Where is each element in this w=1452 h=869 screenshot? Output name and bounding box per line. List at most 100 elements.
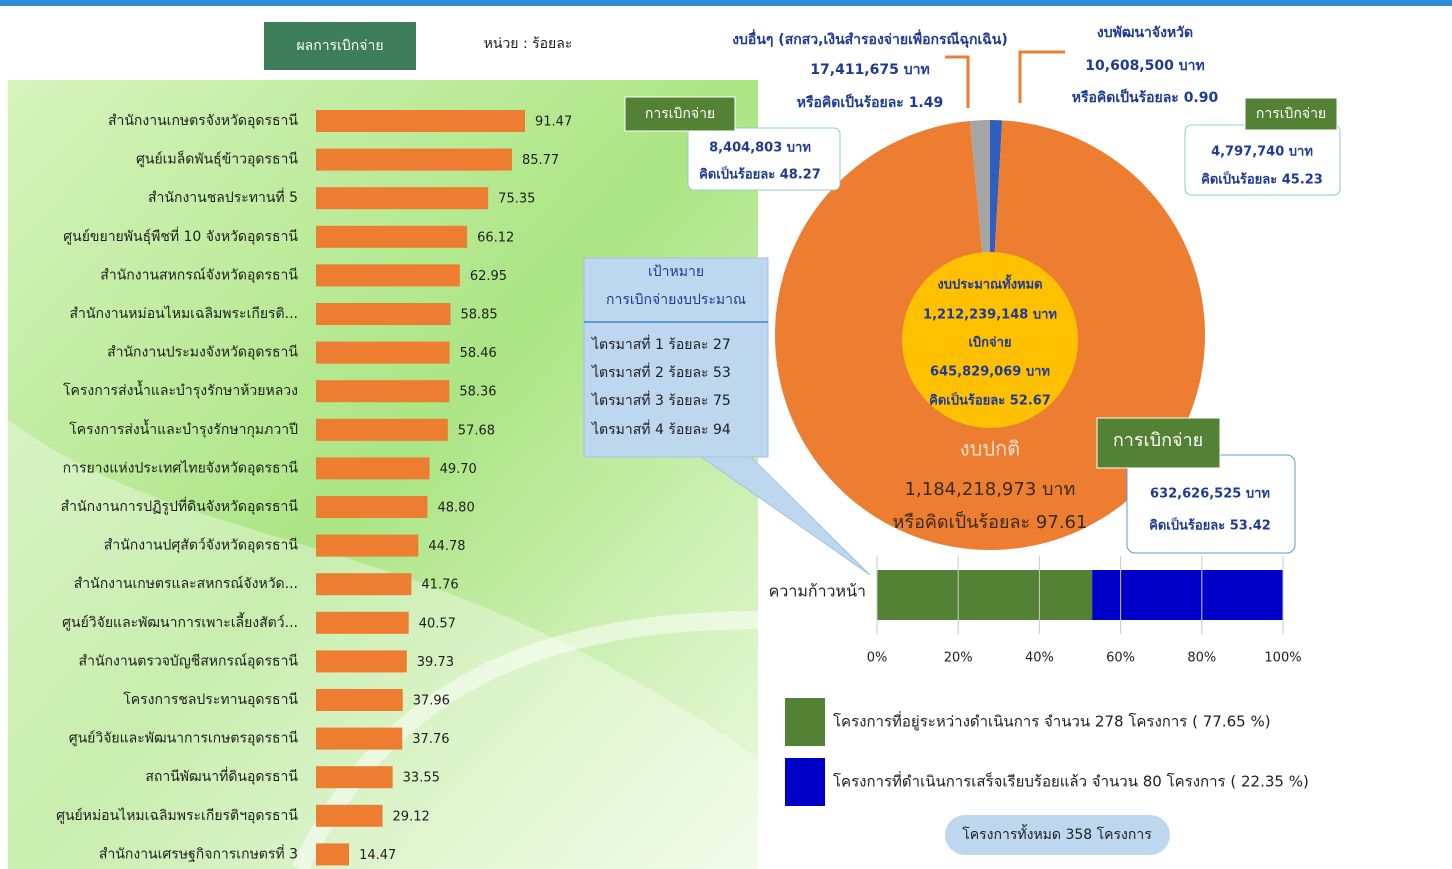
leader-line xyxy=(1020,52,1065,103)
bar xyxy=(316,303,450,325)
value-label: 41.76 xyxy=(421,578,458,593)
bar xyxy=(316,496,428,518)
value-label: 44.78 xyxy=(428,539,465,554)
category-label: การยางแห่งประเทศไทยจังหวัดอุดรธานี xyxy=(63,459,299,476)
category-label: สำนักงานชลประทานที่ 5 xyxy=(148,188,298,206)
legend-swatch xyxy=(785,758,825,806)
bar xyxy=(316,843,349,865)
total-disbursed-title: เบิกจ่าย xyxy=(968,336,1011,351)
bar xyxy=(316,419,448,441)
category-label: สำนักงานเกษตรจังหวัดอุดรธานี xyxy=(108,113,298,129)
x-tick-label: 100% xyxy=(1264,651,1301,666)
category-label: สถานีพัฒนาที่ดินอุดรธานี xyxy=(145,767,298,785)
infographic: ผลการเบิกจ่าย หน่วย : ร้อยละ สำนักงานเกษ… xyxy=(0,0,1452,869)
progress-chart: ความก้าวหน้าโครงการที่อยู่ระหว่างดำเนินก… xyxy=(769,556,1309,806)
callout-box xyxy=(1127,455,1295,553)
slice-amount: 1,184,218,973 บาท xyxy=(905,479,1076,500)
bar xyxy=(316,535,418,557)
bar xyxy=(316,457,430,479)
legend-label: โครงการที่อยู่ระหว่างดำเนินการ จำนวน 278… xyxy=(833,711,1271,731)
badge-text: ผลการเบิกจ่าย xyxy=(296,38,383,54)
slice-name: งบอื่นๆ (สกสว,เงินสำรองจ่ายเพื่อกรณีฉุกเ… xyxy=(732,29,1008,48)
disbursement-percent: คิดเป็นร้อยละ 48.27 xyxy=(699,165,821,183)
target-title: เป้าหมาย xyxy=(648,264,704,280)
value-label: 58.46 xyxy=(460,346,497,361)
quarter: ไตรมาสที่ 1 ร้อยละ 27 xyxy=(591,335,731,353)
value-label: 37.96 xyxy=(413,694,450,709)
bar xyxy=(316,689,403,711)
bar xyxy=(316,766,393,788)
leader-line xyxy=(945,57,968,108)
disbursement-percent: คิดเป็นร้อยละ 53.42 xyxy=(1149,516,1271,534)
category-label: สำนักงานปศุสัตว์จังหวัดอุดรธานี xyxy=(104,537,299,554)
disbursement-amount: 4,797,740 บาท xyxy=(1211,145,1313,160)
category-label: โครงการส่งน้ำและบำรุงรักษาห้วยหลวง xyxy=(63,380,298,399)
value-label: 85.77 xyxy=(522,153,559,168)
x-tick-label: 60% xyxy=(1106,651,1135,666)
category-label: ความก้าวหน้า xyxy=(769,582,866,601)
disbursement-title: การเบิกจ่าย xyxy=(1113,430,1203,451)
disbursement-title: การเบิกจ่าย xyxy=(1256,106,1326,122)
value-label: 37.76 xyxy=(412,732,449,747)
x-tick-label: 20% xyxy=(944,651,973,666)
value-label: 49.70 xyxy=(440,462,477,477)
bar xyxy=(316,110,525,132)
category-label: ศูนย์หม่อนไหมเฉลิมพระเกียรติฯอุดรธานี xyxy=(56,807,298,824)
disbursement-percent: คิดเป็นร้อยละ 45.23 xyxy=(1201,170,1323,188)
legend-swatch xyxy=(785,698,825,746)
bar xyxy=(316,226,467,248)
value-label: 75.35 xyxy=(498,192,535,207)
top-band xyxy=(0,0,1452,6)
value-label: 40.57 xyxy=(419,616,456,631)
value-label: 33.55 xyxy=(403,771,440,786)
total-disbursed-amount: 645,829,069 บาท xyxy=(930,365,1050,380)
bar xyxy=(316,650,407,672)
value-label: 29.12 xyxy=(393,809,430,824)
category-label: ศูนย์เมล็ดพันธุ์ข้าวอุดรธานี xyxy=(136,150,298,168)
value-label: 58.85 xyxy=(460,308,497,323)
bar xyxy=(316,264,460,286)
target-title: การเบิกจ่ายงบประมาณ xyxy=(606,292,746,308)
category-label: สำนักงานสหกรณ์จังหวัดอุดรธานี xyxy=(100,266,298,283)
bar xyxy=(316,805,383,827)
bar xyxy=(316,149,512,171)
category-label: สำนักงานตรวจบัญชีสหกรณ์อุดรธานี xyxy=(79,652,299,669)
value-label: 48.80 xyxy=(438,501,475,516)
slice-amount: 10,608,500 บาท xyxy=(1085,58,1204,74)
value-label: 57.68 xyxy=(458,423,495,438)
quarter: ไตรมาสที่ 2 ร้อยละ 53 xyxy=(591,363,731,381)
category-label: สำนักงานเศรษฐกิจการเกษตรที่ 3 xyxy=(99,844,298,862)
category-label: สำนักงานหม่อนไหมเฉลิมพระเกียรติ... xyxy=(70,305,298,322)
total-projects: โครงการทั้งหมด 358 โครงการ xyxy=(962,824,1152,843)
bar xyxy=(316,728,402,750)
category-label: ศูนย์วิจัยและพัฒนาการเกษตรอุดรธานี xyxy=(69,730,299,747)
slice-percent: หรือคิดเป็นร้อยละ 97.61 xyxy=(893,510,1088,533)
category-label: สำนักงานประมงจังหวัดอุดรธานี xyxy=(107,345,298,361)
category-label: ศูนย์วิจัยและพัฒนาการเพาะเลี้ยงสัตว์... xyxy=(62,612,298,631)
bar xyxy=(316,342,450,364)
bar xyxy=(316,187,488,209)
value-label: 62.95 xyxy=(470,269,507,284)
quarter: ไตรมาสที่ 4 ร้อยละ 94 xyxy=(591,420,731,438)
bar xyxy=(316,612,409,634)
category-label: สำนักงานการปฏิรูปที่ดินจังหวัดอุดรธานี xyxy=(61,497,299,515)
value-label: 58.36 xyxy=(459,385,496,400)
value-label: 91.47 xyxy=(535,115,572,130)
slice-name: งบพัฒนาจังหวัด xyxy=(1097,25,1193,41)
value-label: 66.12 xyxy=(477,230,514,245)
slice-percent: หรือคิดเป็นร้อยละ 1.49 xyxy=(797,93,944,111)
category-label: โครงการส่งน้ำและบำรุงรักษากุมภวาปี xyxy=(69,419,298,438)
legend-label: โครงการที่ดำเนินการเสร็จเรียบร้อยแล้ว จำ… xyxy=(833,771,1309,791)
category-label: โครงการชลประทานอุดรธานี xyxy=(123,691,298,708)
bar-segment xyxy=(877,570,1092,620)
x-tick-label: 40% xyxy=(1025,651,1054,666)
unit: หน่วย : ร้อยละ xyxy=(484,36,573,52)
value-label: 14.47 xyxy=(359,848,396,863)
category-label: สำนักงานเกษตรและสหกรณ์จังหวัด... xyxy=(74,575,298,592)
bar xyxy=(316,380,449,402)
total-amount: 1,212,239,148 บาท xyxy=(923,308,1057,323)
x-tick-label: 80% xyxy=(1187,651,1216,666)
slice-percent: หรือคิดเป็นร้อยละ 0.90 xyxy=(1072,88,1219,106)
slice-amount: 17,411,675 บาท xyxy=(810,62,929,78)
slice-name: งบปกติ xyxy=(960,437,1020,461)
